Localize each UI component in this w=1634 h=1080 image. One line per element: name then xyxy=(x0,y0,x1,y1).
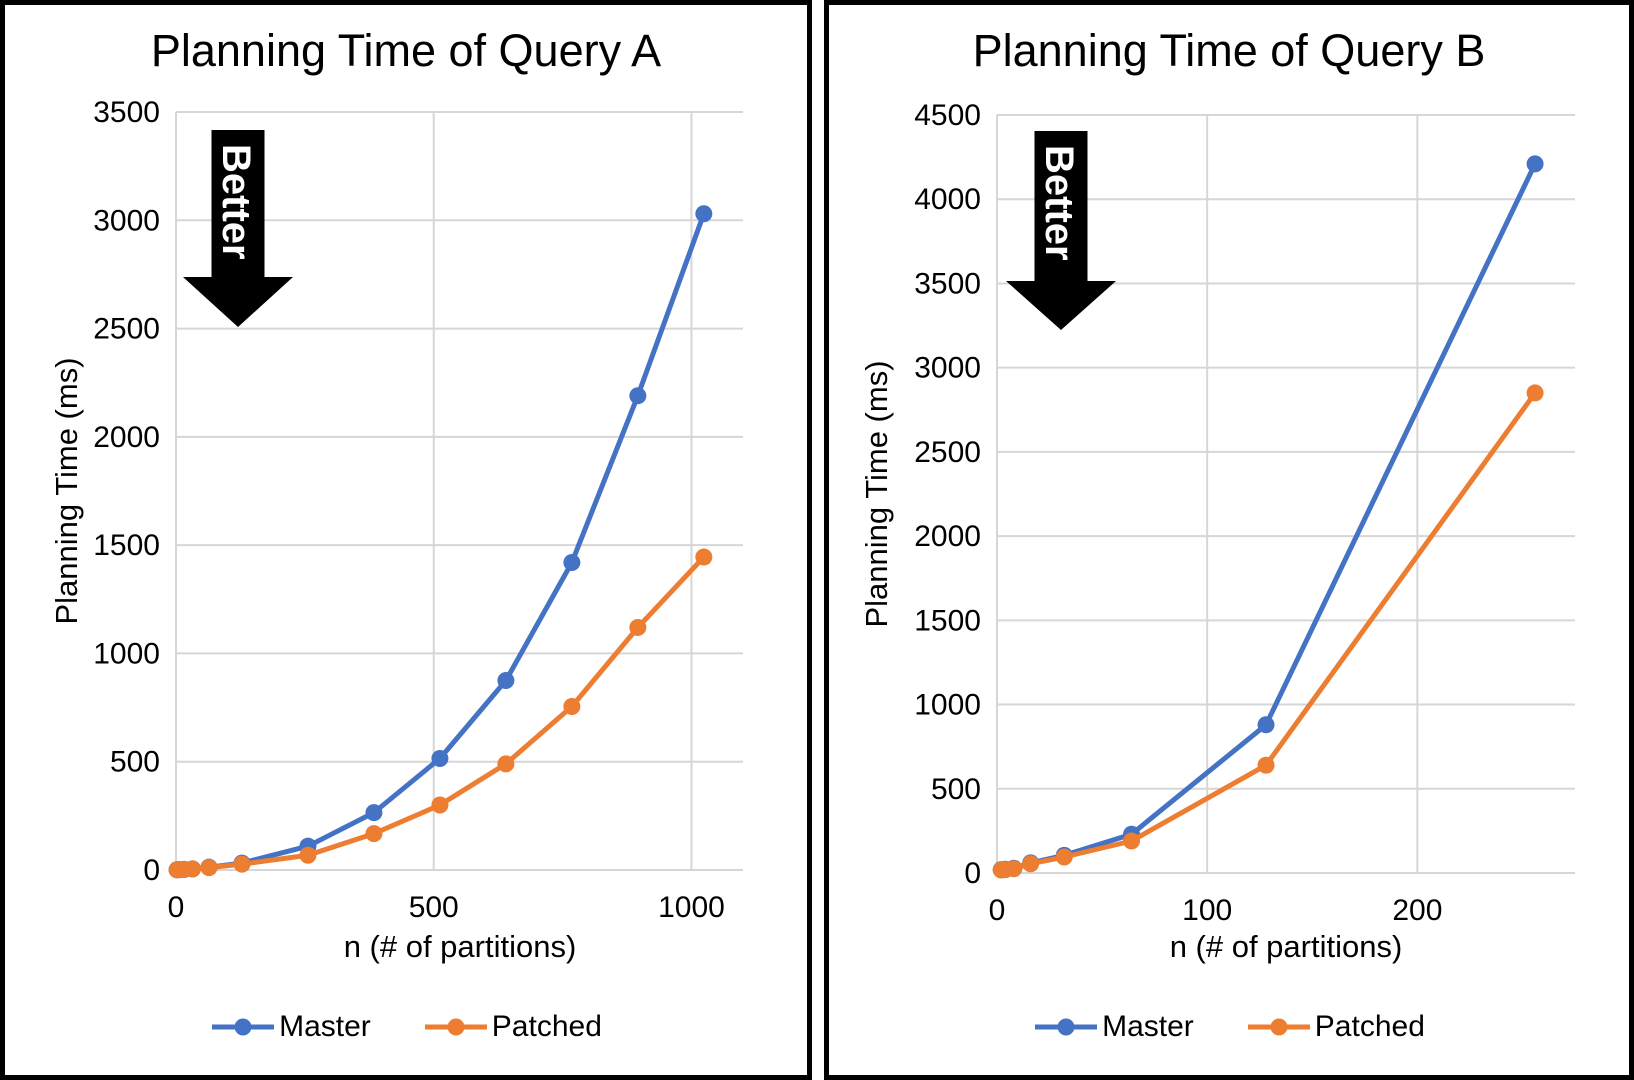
series-patched xyxy=(992,384,1544,879)
y-tick-label: 2500 xyxy=(93,313,160,346)
y-tick-label: 3000 xyxy=(93,204,160,237)
series-patched xyxy=(168,548,713,879)
chart-title-query-b: Planning Time of Query B xyxy=(972,25,1486,76)
x-tick-label: 500 xyxy=(409,891,459,924)
legend-item-patched: Patched xyxy=(1246,1010,1425,1044)
data-point xyxy=(431,749,449,767)
legend-marker-patched xyxy=(1247,1018,1310,1036)
tick-labels: 0 500 1000 1500 2000 2500 3000 3500 4000 4500 0 100… xyxy=(914,99,1442,927)
plot-query-b: 0 500 1000 1500 2000 2500 3000 3500 4000 4500 0 100… xyxy=(859,99,1575,964)
plot-query-a: 0 500 1000 1500 2000 2500 3000 3500 0 500 1000 Bett… xyxy=(49,96,743,964)
y-tick-label: 1000 xyxy=(914,689,981,722)
legend-marker-patched xyxy=(424,1018,487,1036)
y-tick-label: 2000 xyxy=(914,520,981,553)
data-point xyxy=(1022,855,1040,873)
y-tick-label: 4000 xyxy=(914,183,981,216)
series-patched-line xyxy=(174,554,707,873)
data-point xyxy=(629,387,647,405)
legend-item-master: Master xyxy=(1033,1010,1194,1044)
legend-query-a: Master Patched xyxy=(5,1005,807,1049)
better-label: Better xyxy=(1037,145,1081,261)
y-tick-label: 3000 xyxy=(914,352,981,385)
y-tick-label: 3500 xyxy=(914,267,981,300)
y-tick-label: 2500 xyxy=(914,436,981,469)
series-patched-line xyxy=(998,390,1538,873)
y-tick-label: 500 xyxy=(931,773,981,806)
data-point xyxy=(365,825,383,843)
legend-label: Master xyxy=(1102,1010,1194,1043)
y-tick-label: 500 xyxy=(110,746,160,779)
data-point xyxy=(563,553,581,571)
better-arrow xyxy=(183,130,293,327)
y-tick-label: 2000 xyxy=(93,421,160,454)
y-tick-label: 3500 xyxy=(93,96,160,129)
data-point xyxy=(563,697,581,715)
gridlines xyxy=(175,111,743,871)
y-axis-title: Planning Time (ms) xyxy=(49,357,84,624)
y-axis-title: Planning Time (ms) xyxy=(859,360,894,627)
data-point xyxy=(497,755,515,773)
data-point xyxy=(1005,860,1023,878)
y-tick-label: 4500 xyxy=(914,99,981,132)
x-tick-label: 1000 xyxy=(658,891,725,924)
data-point xyxy=(1526,155,1544,173)
plot-contents: 0 500 1000 1500 2000 2500 3000 3500 0 500 1000 Bett… xyxy=(93,96,743,924)
legend-label: Patched xyxy=(491,1010,602,1043)
data-point xyxy=(200,859,218,877)
better-arrow xyxy=(1006,131,1116,330)
data-point xyxy=(365,804,383,822)
data-point xyxy=(695,205,713,223)
legend-query-b: Master Patched xyxy=(829,1005,1629,1049)
data-point xyxy=(497,672,515,689)
data-point xyxy=(233,855,251,873)
data-point xyxy=(1257,756,1275,774)
plot-contents: 0 500 1000 1500 2000 2500 3000 3500 4000 4500 0 100… xyxy=(914,99,1575,927)
legend-label: Master xyxy=(279,1010,371,1043)
x-tick-label: 0 xyxy=(989,894,1006,927)
y-tick-label: 0 xyxy=(143,854,160,887)
data-point xyxy=(183,860,201,878)
data-point xyxy=(1526,384,1544,402)
legend-marker-master xyxy=(1035,1018,1098,1036)
x-tick-label: 200 xyxy=(1392,894,1442,927)
chart-panel-query-a: Planning Time of Query A 0 500 1000 1500 200… xyxy=(0,0,812,1080)
better-label: Better xyxy=(214,144,258,260)
legend-item-master: Master xyxy=(210,1010,371,1044)
y-tick-label: 1500 xyxy=(93,529,160,562)
data-point xyxy=(299,846,317,864)
data-point xyxy=(431,796,449,814)
legend-item-patched: Patched xyxy=(423,1010,602,1044)
gridlines xyxy=(996,114,1575,874)
y-tick-label: 1500 xyxy=(914,604,981,637)
data-point xyxy=(1257,716,1275,734)
x-axis-title: n (# of partitions) xyxy=(1170,929,1403,964)
chart-panel-query-b: Planning Time of Query B 0 500 1000 1500 200… xyxy=(824,0,1634,1080)
data-point xyxy=(629,618,647,636)
legend-label: Patched xyxy=(1314,1010,1425,1043)
series-master-line xyxy=(174,211,707,873)
y-tick-label: 1000 xyxy=(93,637,160,670)
data-point xyxy=(1123,832,1141,850)
chart-title-query-a: Planning Time of Query A xyxy=(150,25,662,76)
x-tick-label: 100 xyxy=(1182,894,1232,927)
legend-marker-master xyxy=(212,1018,275,1036)
x-tick-label: 0 xyxy=(168,891,185,924)
data-point xyxy=(1055,848,1073,866)
x-axis-title: n (# of partitions) xyxy=(344,929,577,964)
data-point xyxy=(695,548,713,566)
y-tick-label: 0 xyxy=(964,857,981,890)
tick-labels: 0 500 1000 1500 2000 2500 3000 3500 0 500 1000 xyxy=(93,96,725,924)
